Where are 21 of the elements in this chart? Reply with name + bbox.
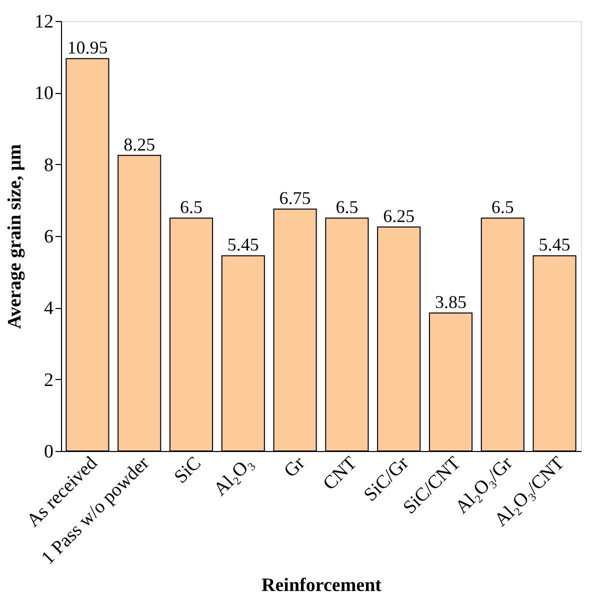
y-tick-label: 6 xyxy=(44,226,54,248)
data-label: 8.25 xyxy=(124,134,156,154)
data-label: 3.85 xyxy=(434,292,466,312)
data-label: 5.45 xyxy=(538,234,570,255)
y-tick-label: 2 xyxy=(44,370,54,391)
y-tick-label: 12 xyxy=(34,12,54,32)
y-tick-label: 10 xyxy=(34,83,54,104)
data-label: 10.95 xyxy=(67,38,108,58)
x-axis-title: Reinforcement xyxy=(262,575,382,596)
y-tick-label: 8 xyxy=(44,154,54,176)
data-label: 6.75 xyxy=(279,188,311,208)
x-tick-label: SiC xyxy=(170,452,206,488)
y-tick-label: 4 xyxy=(44,298,54,320)
data-label: 6.25 xyxy=(383,206,415,226)
x-tick-label: Gr xyxy=(280,452,310,482)
y-axis-title: Average grain size, µm xyxy=(4,144,26,329)
data-label: 5.45 xyxy=(227,234,259,255)
data-label: 6.5 xyxy=(491,197,514,218)
data-label: 6.5 xyxy=(180,197,203,218)
y-tick-label: 0 xyxy=(44,442,54,462)
data-label: 6.5 xyxy=(336,197,358,218)
